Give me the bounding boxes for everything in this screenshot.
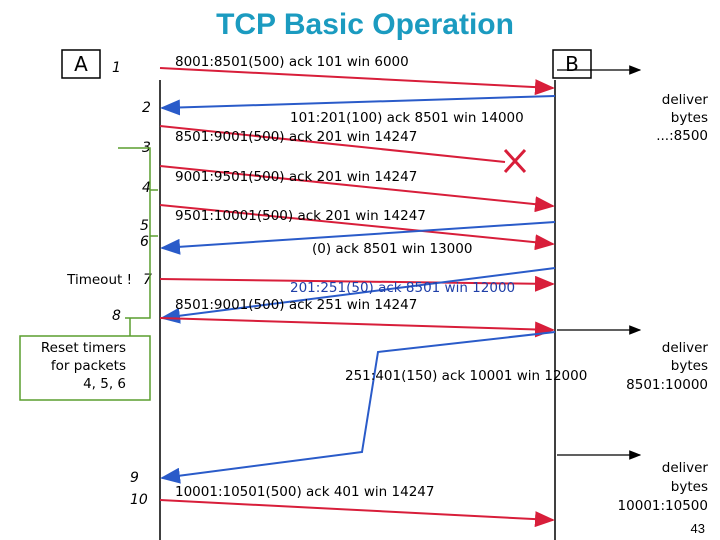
step-number: 9: [130, 470, 139, 486]
message-label: 9001:9501(500) ack 201 win 14247: [175, 169, 417, 185]
message-label: 251:401(150) ack 10001 win 12000: [345, 368, 587, 384]
message-arrow: [159, 499, 555, 528]
host-label: B: [565, 52, 579, 76]
message-label: (0) ack 8501 win 13000: [312, 241, 472, 257]
step-number: 1: [112, 60, 121, 76]
message-label: 9501:10001(500) ack 201 win 14247: [175, 208, 426, 224]
step-number: 4: [142, 180, 151, 196]
note-line: Reset timers: [41, 340, 126, 356]
deliver-text: bytes: [671, 479, 708, 495]
message-arrow: [159, 125, 506, 163]
host-box: [552, 49, 592, 79]
deliver-text: deliver: [662, 92, 709, 108]
message-arrow: [160, 95, 556, 116]
message-label: 10001:10501(500) ack 401 win 14247: [175, 484, 434, 500]
deliver-text: bytes: [671, 110, 708, 126]
step-number: 7: [143, 272, 152, 288]
message-label: 8501:9001(500) ack 251 win 14247: [175, 297, 417, 313]
message-arrow: [159, 275, 555, 292]
message-arrow: [159, 67, 555, 96]
message-arrow: [159, 317, 555, 338]
deliver-text: ...:8500: [656, 128, 708, 144]
message-label: 8001:8501(500) ack 101 win 6000: [175, 54, 409, 70]
message-arrow: [159, 204, 555, 251]
message-label: 101:201(100) ack 8501 win 14000: [290, 110, 524, 126]
note-box: [19, 335, 151, 401]
note-line: for packets: [51, 358, 126, 374]
host-box: [61, 49, 101, 79]
deliver-text: 10001:10500: [618, 498, 708, 514]
note-line: 4, 5, 6: [83, 376, 126, 392]
message-label: 201:251(50) ack 8501 win 12000: [290, 280, 515, 296]
message-arrow: [160, 331, 556, 484]
step-number: 5: [140, 218, 149, 234]
bracket: [118, 147, 151, 319]
message-arrow: [160, 267, 556, 324]
step-number: 6: [140, 234, 149, 250]
host-label: A: [74, 52, 88, 76]
deliver-text: deliver: [662, 340, 709, 356]
message-label: 8501:9001(500) ack 201 win 14247: [175, 129, 417, 145]
page-number: 43: [691, 521, 705, 536]
step-number: 10: [130, 492, 148, 508]
timeout-label: Timeout !: [66, 272, 132, 288]
deliver-text: deliver: [662, 460, 709, 476]
step-number: 2: [142, 100, 151, 116]
message-arrow: [159, 165, 555, 213]
message-arrow: [160, 221, 556, 255]
step-number: 8: [112, 308, 121, 324]
deliver-text: bytes: [671, 358, 708, 374]
deliver-text: 8501:10000: [626, 377, 708, 393]
loss-mark: [503, 148, 527, 174]
title: TCP Basic Operation: [216, 8, 514, 41]
